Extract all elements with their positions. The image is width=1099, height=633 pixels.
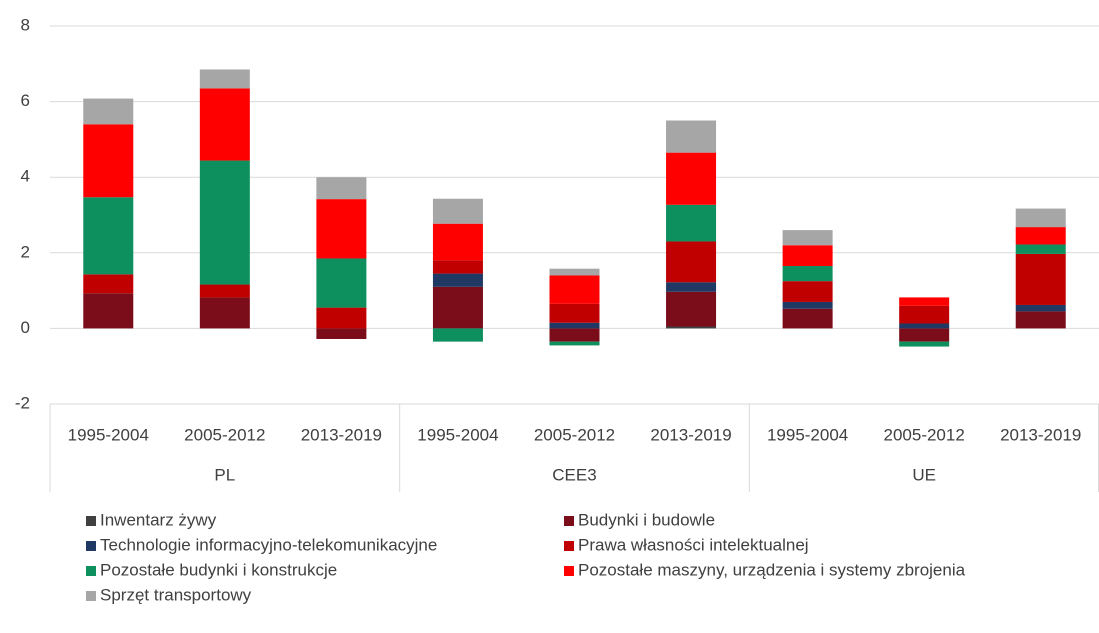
bar-segment	[83, 124, 134, 198]
bar-segment	[316, 177, 367, 200]
bar-segment	[666, 282, 717, 292]
bar-segment	[83, 98, 134, 125]
bar-segment	[782, 245, 833, 267]
x-tick-label: 1995-2004	[417, 425, 498, 444]
bar-segment	[666, 152, 717, 205]
group-label: CEE3	[552, 465, 596, 484]
bar-segment	[1015, 227, 1066, 245]
legend-swatch	[564, 516, 574, 526]
bar-segment	[782, 230, 833, 246]
x-tick-label: 1995-2004	[767, 425, 848, 444]
bar-segment	[549, 303, 600, 323]
bar-segment	[199, 284, 250, 298]
group-label: PL	[214, 465, 235, 484]
bar-segment	[316, 328, 367, 339]
bar-segment	[1015, 208, 1066, 228]
legend-swatch	[86, 591, 96, 601]
x-tick-label: 2013-2019	[650, 425, 731, 444]
x-tick-label: 2013-2019	[1000, 425, 1081, 444]
y-tick-label: -2	[15, 393, 30, 412]
bar-segment	[432, 286, 483, 329]
bar-segment	[899, 305, 950, 324]
bar-segment	[1015, 304, 1066, 312]
bar-segment	[432, 260, 483, 274]
legend-swatch	[564, 541, 574, 551]
legend-label: Pozostałe budynki i konstrukcje	[100, 560, 337, 579]
bar-segment	[1015, 253, 1066, 305]
legend-label: Pozostałe maszyny, urządzenia i systemy …	[578, 560, 966, 579]
bar-segment	[899, 328, 950, 342]
bar-segment	[316, 199, 367, 259]
bar-segment	[549, 268, 600, 276]
bar-segment	[83, 197, 134, 275]
bar-segment	[199, 69, 250, 89]
bar-segment	[432, 328, 483, 342]
legend-label: Budynki i budowle	[578, 510, 715, 529]
bar-segment	[549, 328, 600, 342]
bar-segment	[1015, 244, 1066, 254]
x-tick-label: 2005-2012	[534, 425, 615, 444]
bar-segment	[83, 274, 134, 294]
bar-segment	[316, 258, 367, 308]
bar-segment	[899, 323, 950, 329]
legend-swatch	[86, 566, 96, 576]
bar-segment	[432, 223, 483, 261]
bar-segment	[666, 120, 717, 153]
legend-label: Prawa własności intelektualnej	[578, 535, 809, 554]
y-tick-label: 8	[21, 15, 30, 34]
bar-segment	[199, 88, 250, 161]
bar-segment	[782, 281, 833, 302]
bar-segment	[199, 297, 250, 329]
bar-segment	[666, 291, 717, 327]
bar-segment	[1015, 311, 1066, 329]
bar-segment	[432, 198, 483, 224]
legend-label: Inwentarz żywy	[100, 510, 217, 529]
bar-segment	[549, 341, 600, 346]
bar-segment	[782, 266, 833, 282]
bar-segment	[199, 160, 250, 285]
legend-swatch	[86, 541, 96, 551]
legend-swatch	[86, 516, 96, 526]
bar-segment	[782, 301, 833, 309]
bar-segment	[666, 241, 717, 283]
bar-segment	[899, 297, 950, 306]
group-label: UE	[912, 465, 936, 484]
bar-segment	[549, 275, 600, 304]
legend-label: Technologie informacyjno-telekomunikacyj…	[100, 535, 437, 554]
x-tick-label: 1995-2004	[68, 425, 149, 444]
x-tick-label: 2013-2019	[301, 425, 382, 444]
y-tick-label: 0	[21, 318, 30, 337]
y-tick-label: 6	[21, 91, 30, 110]
bar-segment	[782, 308, 833, 329]
bar-segment	[549, 322, 600, 329]
legend-label: Sprzęt transportowy	[100, 585, 252, 604]
bar-segment	[899, 341, 950, 347]
y-tick-label: 2	[21, 242, 30, 261]
bar-segment	[666, 326, 717, 329]
legend-swatch	[564, 566, 574, 576]
bar-segment	[316, 307, 367, 329]
bar-segment	[666, 204, 717, 242]
x-tick-label: 2005-2012	[884, 425, 965, 444]
y-tick-label: 4	[21, 167, 30, 186]
x-tick-label: 2005-2012	[184, 425, 265, 444]
bar-segment	[432, 273, 483, 287]
bar-segment	[83, 293, 134, 329]
